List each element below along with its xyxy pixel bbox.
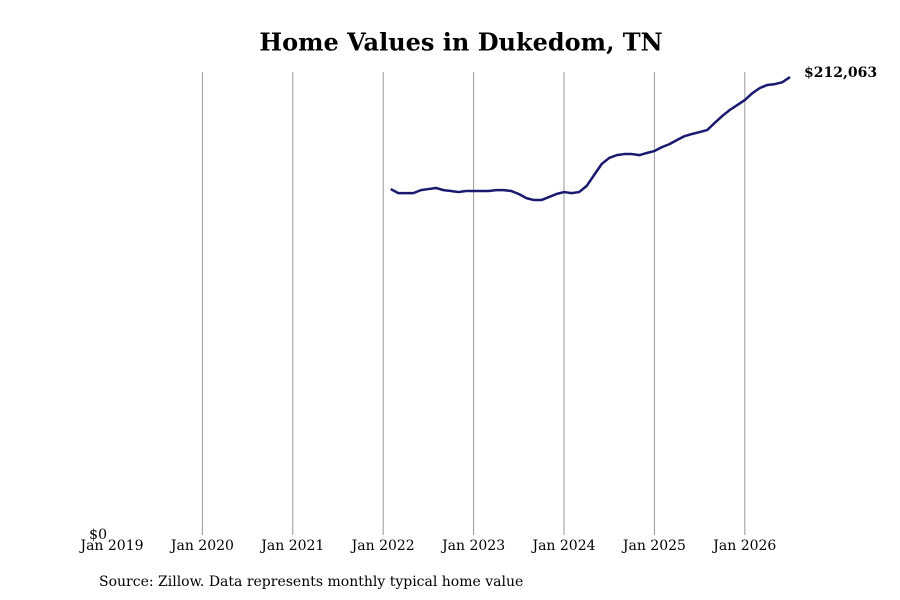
chart-title: Home Values in Dukedom, TN	[259, 28, 662, 57]
source-note: Source: Zillow. Data represents monthly …	[99, 574, 523, 590]
x-tick-label: Jan 2024	[530, 538, 595, 554]
plot-area	[390, 76, 791, 202]
x-tick-label: Jan 2020	[169, 538, 234, 554]
data-line	[390, 76, 791, 202]
x-tick-label: Jan 2019	[78, 538, 143, 554]
x-tick-label: Jan 2026	[711, 538, 776, 554]
x-tick-label: Jan 2021	[259, 538, 324, 554]
x-tick-label: Jan 2025	[621, 538, 686, 554]
y-tick-label: $0	[89, 527, 107, 543]
grid	[201, 72, 746, 535]
end-value-label: $212,063	[804, 65, 877, 81]
x-tick-label: Jan 2022	[350, 538, 415, 554]
x-tick-label: Jan 2023	[440, 538, 505, 554]
